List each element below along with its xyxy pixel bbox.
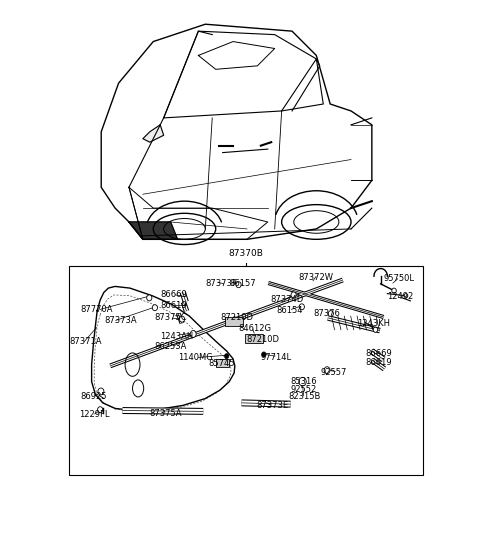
Text: 1140MG: 1140MG — [178, 353, 213, 362]
Text: 87375C: 87375C — [155, 314, 188, 322]
Text: 87376: 87376 — [313, 309, 340, 318]
Circle shape — [190, 331, 196, 337]
Circle shape — [147, 295, 152, 301]
Circle shape — [97, 407, 103, 413]
Text: 86157: 86157 — [229, 279, 256, 288]
Text: 87373F: 87373F — [205, 279, 237, 288]
Text: 87375A: 87375A — [149, 410, 182, 418]
Text: 87210D: 87210D — [246, 335, 279, 343]
Text: 86253A: 86253A — [155, 342, 187, 351]
Text: 92552: 92552 — [290, 385, 317, 394]
Circle shape — [404, 294, 408, 298]
Text: 87373E: 87373E — [256, 401, 288, 410]
Text: 87373A: 87373A — [104, 316, 136, 325]
Circle shape — [299, 304, 304, 310]
Circle shape — [225, 354, 229, 359]
Circle shape — [373, 327, 378, 332]
Circle shape — [392, 288, 396, 293]
Circle shape — [324, 367, 330, 374]
Text: 85745: 85745 — [208, 359, 235, 368]
Text: 87372W: 87372W — [298, 273, 333, 282]
Polygon shape — [143, 125, 164, 142]
Circle shape — [152, 305, 157, 311]
Circle shape — [180, 316, 185, 322]
Text: 86669: 86669 — [365, 349, 392, 358]
Polygon shape — [129, 222, 178, 240]
Text: 1243AH: 1243AH — [160, 332, 193, 341]
Text: 95750L: 95750L — [384, 274, 415, 283]
Bar — [69, 266, 423, 475]
Text: 85316: 85316 — [290, 377, 317, 386]
Text: 1243KH: 1243KH — [357, 319, 390, 328]
Circle shape — [328, 311, 334, 317]
Text: 1229FL: 1229FL — [79, 410, 110, 420]
Circle shape — [299, 378, 306, 386]
Text: 84612G: 84612G — [239, 325, 272, 333]
Text: 82315B: 82315B — [289, 392, 321, 401]
Text: 87770A: 87770A — [81, 305, 113, 314]
Text: 86154: 86154 — [276, 306, 303, 315]
Text: 86619: 86619 — [365, 358, 392, 368]
Circle shape — [291, 292, 296, 298]
Circle shape — [262, 352, 266, 357]
Text: 86925: 86925 — [81, 392, 107, 401]
Text: 97714L: 97714L — [260, 353, 291, 362]
Text: 87371A: 87371A — [69, 337, 102, 346]
Text: 87210D: 87210D — [221, 314, 254, 322]
Bar — [245, 333, 263, 343]
Circle shape — [98, 388, 104, 395]
Bar — [225, 317, 243, 326]
Text: 87374D: 87374D — [270, 295, 303, 304]
Text: 86619: 86619 — [160, 301, 187, 310]
Text: 87370B: 87370B — [228, 250, 264, 258]
Bar — [216, 359, 229, 367]
Circle shape — [236, 282, 241, 288]
Text: 92557: 92557 — [321, 368, 347, 377]
Text: 86669: 86669 — [160, 290, 187, 299]
Text: 12492: 12492 — [387, 292, 414, 301]
